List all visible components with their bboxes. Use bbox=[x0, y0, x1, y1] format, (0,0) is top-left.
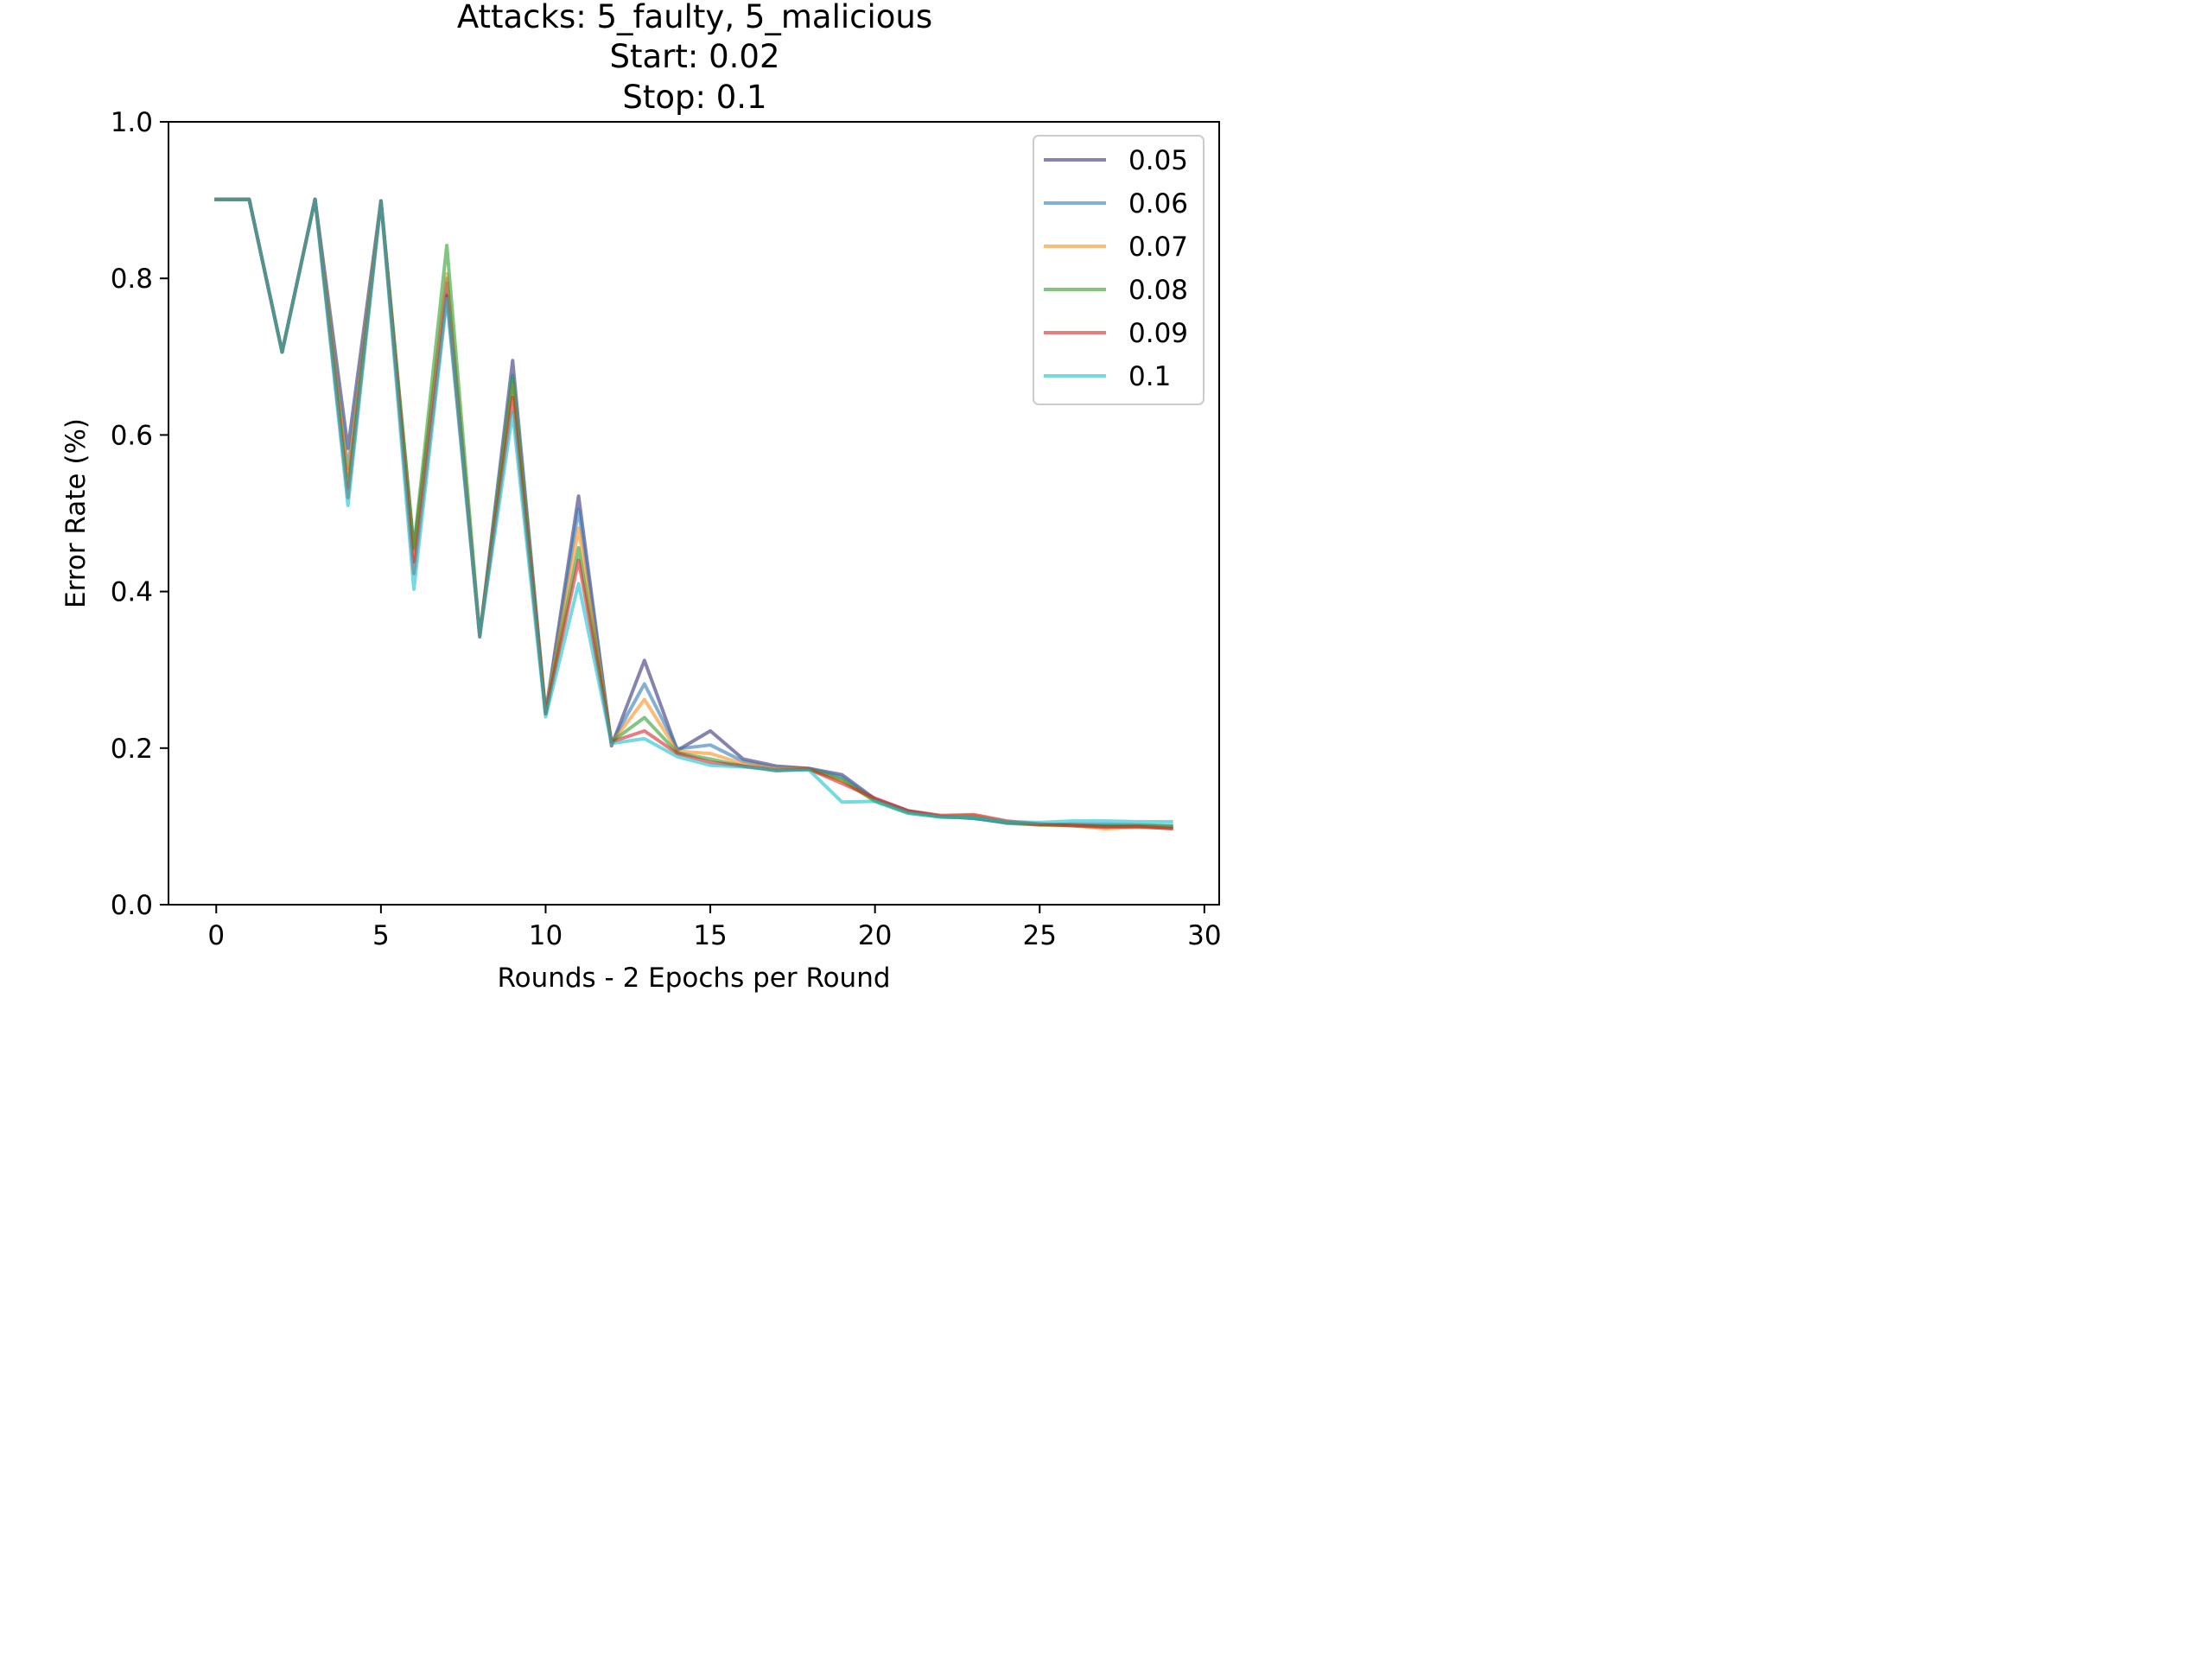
x-tick-label: 20 bbox=[858, 920, 892, 951]
chart-title-line-3: Stop: 0.1 bbox=[622, 79, 766, 116]
y-tick-label: 1.0 bbox=[111, 107, 153, 138]
plot-area-frame bbox=[168, 121, 1220, 906]
x-tick-label: 30 bbox=[1187, 920, 1221, 951]
x-tick-label: 15 bbox=[693, 920, 727, 951]
legend-label-0-05: 0.05 bbox=[1128, 145, 1188, 176]
line-chart: Attacks: 5_faulty, 5_malicious Start: 0.… bbox=[0, 0, 1336, 1002]
y-tick-label: 0.6 bbox=[111, 420, 153, 451]
y-tick-label: 0.0 bbox=[111, 890, 153, 921]
y-axis-label: Error Rate (%) bbox=[60, 418, 92, 608]
legend-label-0-08: 0.08 bbox=[1128, 275, 1188, 306]
x-tick-label: 25 bbox=[1023, 920, 1057, 951]
chart-title-line-2: Start: 0.02 bbox=[610, 38, 780, 75]
legend-label-0-07: 0.07 bbox=[1128, 232, 1188, 263]
y-tick-label: 0.4 bbox=[111, 577, 153, 608]
y-tick-label: 0.8 bbox=[111, 264, 153, 295]
x-tick-label: 10 bbox=[529, 920, 563, 951]
tick-layer: 0 5 10 15 20 25 30 0.0 0.2 0.4 0.6 0.8 1.0 bbox=[111, 107, 1222, 951]
legend-label-0-09: 0.09 bbox=[1128, 318, 1188, 349]
x-tick-label: 0 bbox=[207, 920, 225, 951]
series-line-0-1 bbox=[214, 197, 1173, 824]
series-layer bbox=[214, 197, 1173, 831]
legend: 0.05 0.06 0.07 0.08 0.09 0.1 bbox=[1033, 135, 1205, 405]
x-tick-label: 5 bbox=[372, 920, 390, 951]
legend-label-0-1: 0.1 bbox=[1128, 361, 1171, 392]
legend-label-0-06: 0.06 bbox=[1128, 188, 1188, 219]
x-axis-label: Rounds - 2 Epochs per Round bbox=[497, 963, 890, 994]
chart-title-line-1: Attacks: 5_faulty, 5_malicious bbox=[457, 0, 932, 35]
y-tick-label: 0.2 bbox=[111, 734, 153, 765]
